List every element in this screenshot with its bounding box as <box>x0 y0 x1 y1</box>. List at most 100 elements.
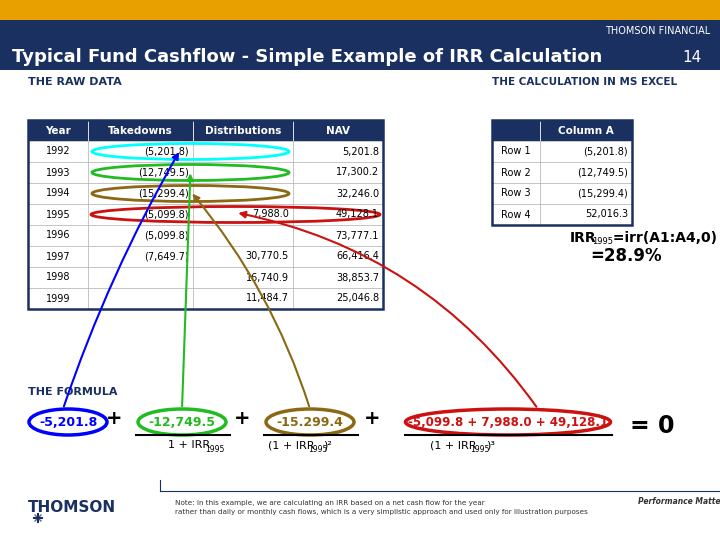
Text: = 0: = 0 <box>630 414 675 438</box>
Text: )²: )² <box>323 440 332 450</box>
Text: 1998: 1998 <box>46 273 71 282</box>
Text: (12,749.5): (12,749.5) <box>577 167 628 178</box>
Text: Column A: Column A <box>558 125 614 136</box>
Text: IRR: IRR <box>570 231 597 245</box>
Text: +: + <box>106 408 122 428</box>
Text: Row 3: Row 3 <box>501 188 531 199</box>
FancyBboxPatch shape <box>28 246 88 267</box>
Text: (15,299.4): (15,299.4) <box>138 188 189 199</box>
Text: (12,749.5): (12,749.5) <box>138 167 189 178</box>
Text: (7,649.7): (7,649.7) <box>145 252 189 261</box>
FancyBboxPatch shape <box>28 288 88 309</box>
FancyBboxPatch shape <box>28 204 88 225</box>
FancyBboxPatch shape <box>28 120 88 141</box>
FancyBboxPatch shape <box>28 162 88 183</box>
Text: +: + <box>234 408 251 428</box>
FancyBboxPatch shape <box>492 183 540 204</box>
Text: -5,099.8 + 7,988.0 + 49,128.1: -5,099.8 + 7,988.0 + 49,128.1 <box>408 415 608 429</box>
Text: 1995: 1995 <box>470 444 490 454</box>
FancyBboxPatch shape <box>28 267 88 288</box>
Text: 1995: 1995 <box>45 210 71 219</box>
FancyBboxPatch shape <box>293 267 383 288</box>
FancyBboxPatch shape <box>293 120 383 141</box>
FancyBboxPatch shape <box>88 267 193 288</box>
FancyBboxPatch shape <box>88 183 193 204</box>
Text: 32,246.0: 32,246.0 <box>336 188 379 199</box>
FancyBboxPatch shape <box>193 120 293 141</box>
Text: rather than daily or monthly cash flows, which is a very simplistic approach and: rather than daily or monthly cash flows,… <box>175 509 588 515</box>
FancyBboxPatch shape <box>28 183 88 204</box>
Text: 11,484.7: 11,484.7 <box>246 294 289 303</box>
FancyBboxPatch shape <box>492 141 540 162</box>
FancyBboxPatch shape <box>88 141 193 162</box>
FancyBboxPatch shape <box>193 162 293 183</box>
FancyBboxPatch shape <box>88 288 193 309</box>
FancyBboxPatch shape <box>492 120 540 141</box>
FancyBboxPatch shape <box>193 246 293 267</box>
Text: 1995: 1995 <box>592 238 613 246</box>
Text: 38,853.7: 38,853.7 <box>336 273 379 282</box>
Text: Year: Year <box>45 125 71 136</box>
FancyBboxPatch shape <box>540 162 632 183</box>
FancyBboxPatch shape <box>293 141 383 162</box>
FancyBboxPatch shape <box>540 141 632 162</box>
Text: (5,201.8): (5,201.8) <box>145 146 189 157</box>
Text: Row 2: Row 2 <box>501 167 531 178</box>
FancyBboxPatch shape <box>193 267 293 288</box>
Text: Typical Fund Cashflow - Simple Example of IRR Calculation: Typical Fund Cashflow - Simple Example o… <box>12 48 602 66</box>
FancyBboxPatch shape <box>293 204 383 225</box>
FancyBboxPatch shape <box>88 225 193 246</box>
FancyBboxPatch shape <box>88 162 193 183</box>
Text: (15,299.4): (15,299.4) <box>577 188 628 199</box>
Text: THE RAW DATA: THE RAW DATA <box>28 77 122 87</box>
Text: 17,300.2: 17,300.2 <box>336 167 379 178</box>
Text: 5,201.8: 5,201.8 <box>342 146 379 157</box>
FancyBboxPatch shape <box>293 225 383 246</box>
Text: +: + <box>364 408 380 428</box>
Text: 66,416.4: 66,416.4 <box>336 252 379 261</box>
Text: 49,128.1: 49,128.1 <box>336 210 379 219</box>
FancyBboxPatch shape <box>293 246 383 267</box>
FancyBboxPatch shape <box>492 204 540 225</box>
Text: 1996: 1996 <box>46 231 71 240</box>
Text: 1994: 1994 <box>46 188 71 199</box>
FancyBboxPatch shape <box>540 204 632 225</box>
Text: 1995: 1995 <box>308 444 328 454</box>
FancyBboxPatch shape <box>28 225 88 246</box>
Text: Distributions: Distributions <box>204 125 282 136</box>
FancyBboxPatch shape <box>293 288 383 309</box>
Text: (5,099.8): (5,099.8) <box>145 231 189 240</box>
Text: 1995: 1995 <box>205 444 225 454</box>
Text: THE CALCULATION IN MS EXCEL: THE CALCULATION IN MS EXCEL <box>492 77 677 87</box>
Text: Row 4: Row 4 <box>501 210 531 219</box>
Text: 7,988.0: 7,988.0 <box>252 210 289 219</box>
FancyBboxPatch shape <box>0 0 720 20</box>
FancyBboxPatch shape <box>193 183 293 204</box>
FancyBboxPatch shape <box>88 204 193 225</box>
Text: 25,046.8: 25,046.8 <box>336 294 379 303</box>
FancyBboxPatch shape <box>540 120 632 141</box>
Text: -5,201.8: -5,201.8 <box>39 415 97 429</box>
Text: =28.9%: =28.9% <box>590 247 662 265</box>
Text: Row 1: Row 1 <box>501 146 531 157</box>
Text: -15.299.4: -15.299.4 <box>276 415 343 429</box>
Text: (5,201.8): (5,201.8) <box>583 146 628 157</box>
Text: THOMSON: THOMSON <box>28 501 116 516</box>
FancyBboxPatch shape <box>193 141 293 162</box>
FancyBboxPatch shape <box>88 246 193 267</box>
Text: 73,777.1: 73,777.1 <box>336 231 379 240</box>
Text: 30,770.5: 30,770.5 <box>246 252 289 261</box>
FancyBboxPatch shape <box>0 43 720 70</box>
Text: 1 + IRR: 1 + IRR <box>168 440 210 450</box>
FancyBboxPatch shape <box>293 162 383 183</box>
Text: 14: 14 <box>683 50 702 64</box>
Text: (1 + IRR: (1 + IRR <box>430 440 477 450</box>
Text: Takedowns: Takedowns <box>108 125 173 136</box>
Text: 1997: 1997 <box>45 252 71 261</box>
FancyBboxPatch shape <box>193 204 293 225</box>
Text: NAV: NAV <box>326 125 350 136</box>
FancyBboxPatch shape <box>193 225 293 246</box>
Text: (1 + IRR: (1 + IRR <box>268 440 315 450</box>
FancyBboxPatch shape <box>492 162 540 183</box>
Text: (5,099.8): (5,099.8) <box>145 210 189 219</box>
